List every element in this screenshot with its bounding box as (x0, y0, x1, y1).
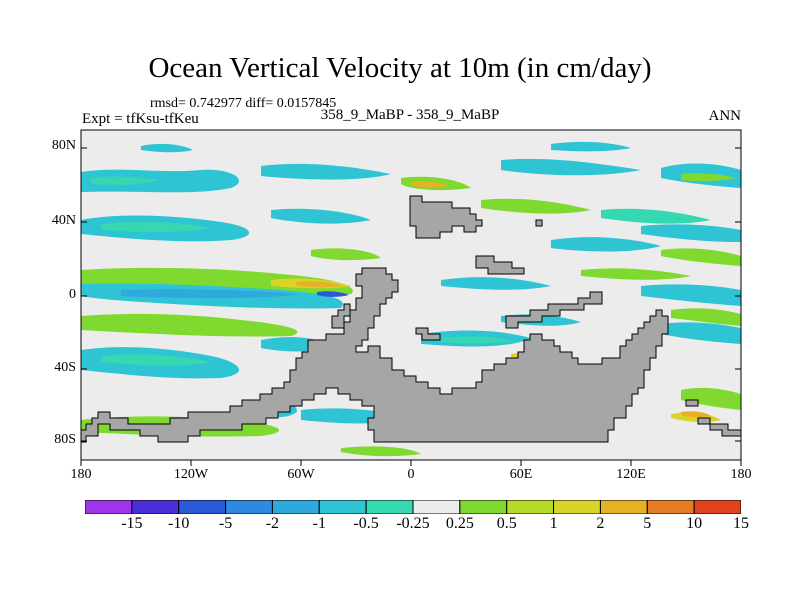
field-patch (641, 284, 741, 306)
field-patch (121, 289, 301, 298)
land-inner-block (415, 327, 441, 341)
field-patch (317, 291, 349, 297)
land-main-supercontinent (81, 267, 669, 443)
experiment-label: Expt = tfKsu-tfKeu (82, 111, 199, 127)
land-small-island (535, 219, 543, 227)
colorbar-level-label: -15 (121, 515, 143, 532)
colorbar (85, 500, 741, 514)
colorbar-swatch (646, 500, 695, 514)
y-tick-label: 80N (51, 138, 76, 153)
y-tick-label: 80S (54, 432, 76, 447)
field-patch (581, 268, 691, 280)
colorbar-swatch (85, 500, 133, 514)
x-tick-label: 0 (407, 467, 415, 482)
field-patch (101, 221, 211, 232)
field-patch (501, 158, 641, 176)
y-tick-label: 40S (54, 360, 76, 375)
case-label: 358_9_MaBP - 358_9_MaBP (320, 107, 500, 123)
land-masses (81, 195, 741, 443)
colorbar-swatch (506, 500, 555, 514)
land-eastern-ridge (505, 291, 603, 329)
colorbar-swatch (131, 500, 180, 514)
colorbar-level-label: -2 (265, 515, 280, 532)
colorbar-swatch (225, 500, 273, 514)
colorbar-swatch (599, 500, 648, 514)
land-western-peninsula (331, 303, 351, 329)
y-tick-label: 40N (51, 213, 76, 228)
land-northern-continent (409, 195, 483, 239)
colorbar-level-label: 2 (596, 515, 605, 532)
season-label: ANN (708, 108, 742, 124)
x-tick-label: 60E (509, 467, 533, 482)
field-patch (296, 281, 343, 288)
field-patch (661, 322, 741, 344)
field-patch (311, 248, 381, 261)
colorbar-level-label: -10 (168, 515, 190, 532)
field-patch (681, 173, 736, 182)
colorbar-level-label: -0.25 (396, 515, 430, 532)
field-patch (551, 141, 631, 152)
field-patch (441, 336, 516, 344)
x-tick-label: 120W (173, 467, 209, 482)
stats-label: rmsd= 0.742977 diff= 0.0157845 (150, 96, 337, 111)
field-patch (411, 181, 449, 188)
land-east-block (475, 255, 525, 275)
field-patch (141, 143, 193, 153)
colorbar-swatch (178, 500, 227, 514)
field-patch (601, 208, 711, 224)
colorbar-swatch (412, 500, 461, 514)
field-patch (91, 176, 161, 185)
field-patch (271, 208, 371, 224)
field-patch (681, 411, 711, 418)
field-patch (101, 354, 211, 366)
field-patch (261, 163, 391, 180)
colorbar-level-label: 15 (733, 515, 749, 532)
colorbar-swatch (693, 500, 741, 514)
x-tick-label: 120E (616, 467, 646, 482)
field-patch (641, 224, 741, 242)
colorbar-swatch (365, 500, 414, 514)
x-tick-label: 180 (70, 467, 92, 482)
colorbar-swatch (271, 500, 320, 514)
land-dateline-east (709, 423, 741, 437)
field-patch (81, 169, 240, 193)
colorbar-level-label: -0.5 (353, 515, 379, 532)
y-tick-label: 0 (69, 287, 76, 302)
colorbar-level-label: 5 (643, 515, 652, 532)
colorbar-level-label: -1 (312, 515, 326, 532)
field-patch (551, 237, 661, 252)
field-patch (441, 277, 551, 290)
field-patch (671, 308, 741, 326)
field-patch (81, 313, 298, 337)
velocity-field (81, 141, 741, 457)
plot-title: Ocean Vertical Velocity at 10m (in cm/da… (148, 52, 652, 84)
colorbar-level-label: 0.25 (445, 515, 474, 532)
map-frame (80, 129, 742, 466)
colorbar-swatch (459, 500, 508, 514)
x-tick-label: 60W (287, 467, 315, 482)
colorbar-swatch (318, 500, 367, 514)
colorbar-level-label: 10 (686, 515, 703, 532)
colorbar-level-label: 1 (549, 515, 558, 532)
field-patch (341, 446, 421, 457)
colorbar-swatch (553, 500, 601, 514)
colorbar-level-label: 0.5 (496, 515, 517, 532)
field-patch (481, 198, 591, 214)
field-patch (661, 248, 741, 266)
map-panel (81, 130, 741, 460)
x-tick-label: 180 (730, 467, 752, 482)
field-patch (681, 387, 741, 410)
colorbar-level-label: -5 (218, 515, 233, 532)
